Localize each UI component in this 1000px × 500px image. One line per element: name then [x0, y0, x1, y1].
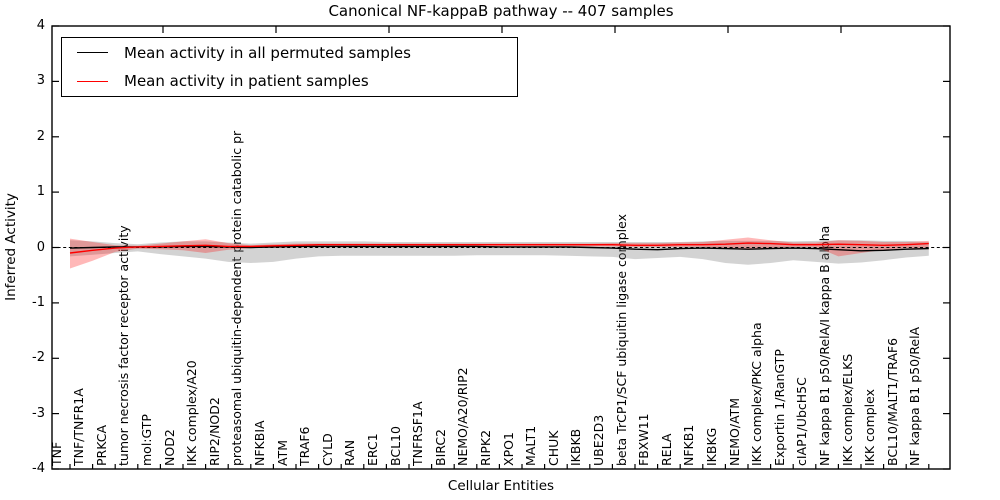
x-category-label: Exportin 1/RanGTP [771, 349, 787, 466]
legend-entry-permuted: Mean activity in all permuted samples [62, 39, 517, 67]
x-category-label: IKK complex/ELKS [839, 353, 855, 466]
x-category-label: XPO1 [500, 432, 516, 466]
permuted-line-swatch [77, 52, 108, 54]
x-category-label: MALT1 [523, 425, 539, 466]
patient-line-swatch [77, 80, 108, 82]
x-category-label: NOD2 [161, 429, 177, 466]
x-category-label: IKBKB [568, 428, 584, 466]
x-category-label: NFKB1 [681, 424, 697, 466]
x-category-label: IKBKG [703, 427, 719, 466]
x-category-label: NF kappa B1 p50/RelA [907, 326, 923, 466]
y-tick-label: 2 [36, 128, 45, 144]
permuted-mean-line [69, 245, 929, 252]
x-category-label: TNF/TNFR1A [71, 388, 87, 466]
x-category-label: UBE2D3 [590, 414, 606, 466]
legend-label-patient: Mean activity in patient samples [124, 72, 369, 91]
legend-entry-patient: Mean activity in patient samples [62, 67, 517, 95]
y-tick-label: 4 [36, 18, 45, 33]
x-category-label: cIAP1/UbcH5C [794, 377, 810, 466]
x-category-label: RIP2/NOD2 [206, 397, 222, 466]
chart-title: Canonical NF-kappaB pathway -- 407 sampl… [328, 2, 674, 20]
x-category-label: IKK complex [862, 388, 878, 466]
x-category-label: TNF [48, 441, 64, 466]
x-category-label: proteasomal ubiquitin-dependent protein … [229, 130, 245, 466]
x-category-label: beta TrCP1/SCF ubiquitin ligase complex [613, 214, 629, 466]
x-category-label: IKK complex/PKC alpha [749, 322, 765, 466]
patient-std-band [70, 237, 929, 269]
patient-mean-line [69, 242, 929, 254]
x-category-label: ERC1 [364, 433, 380, 466]
x-category-label: FBXW11 [636, 413, 652, 466]
x-category-label: NF kappa B1 p50/RelA/I kappa B alpha [816, 225, 832, 466]
y-tick-label: 3 [36, 73, 45, 89]
x-category-label: BCL10/MALT1/TRAF6 [884, 337, 900, 466]
y-tick-label: -2 [32, 350, 45, 366]
x-category-label: RAN [342, 439, 358, 466]
x-category-label: RIPK2 [477, 429, 493, 466]
x-category-label: CHUK [545, 430, 561, 466]
x-category-label: PRKCA [93, 424, 109, 466]
x-axis-label: Cellular Entities [447, 478, 555, 494]
x-category-label: CYLD [319, 433, 335, 466]
x-category-label: TRAF6 [297, 426, 313, 466]
legend-label-permuted: Mean activity in all permuted samples [124, 43, 411, 62]
x-category-label: tumor necrosis factor receptor activity [116, 225, 132, 466]
y-tick-label: 0 [36, 239, 45, 255]
permuted-std-band [70, 240, 929, 265]
y-tick-label: -1 [32, 294, 45, 310]
y-tick-label: -4 [32, 461, 45, 476]
x-category-label: BIRC2 [432, 428, 448, 466]
y-tick-label: -3 [32, 405, 45, 421]
x-category-label: ATM [274, 439, 290, 466]
x-category-label: NEMO/A20/RIP2 [455, 367, 471, 466]
x-category-label: RELA [658, 433, 674, 466]
legend: Mean activity in all permuted samples Me… [61, 37, 518, 97]
x-category-label: mol:GTP [138, 414, 154, 466]
x-category-label: TNFRSF1A [410, 401, 426, 467]
x-category-label: BCL10 [387, 426, 403, 466]
y-tick-label: 1 [36, 184, 45, 200]
x-category-label: NFKBIA [251, 420, 267, 466]
x-category-label: IKK complex/A20 [184, 360, 200, 466]
x-category-label: NEMO/ATM [726, 397, 742, 466]
